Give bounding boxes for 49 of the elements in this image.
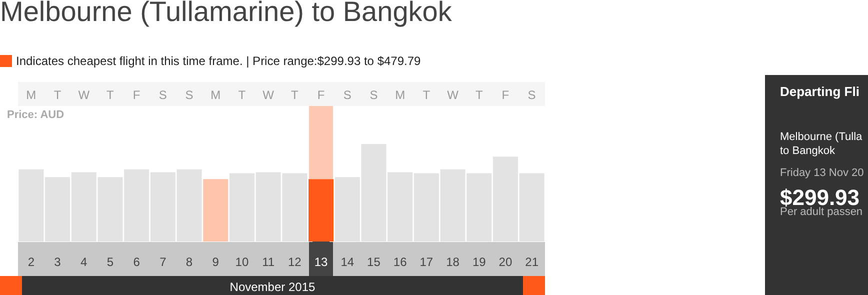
text: November 2015 [230, 280, 316, 294]
x-tick-label: 18 [446, 255, 460, 270]
y-axis-title: Price: AUD [7, 109, 64, 121]
x-tick-label: 14 [340, 255, 354, 270]
x-tick-label: 16 [393, 255, 408, 270]
text: S [528, 88, 536, 102]
text: S [185, 88, 194, 102]
text: T [54, 88, 62, 102]
text: F [502, 88, 510, 102]
x-tick-label: 4 [80, 255, 88, 270]
text: S [343, 88, 352, 102]
text: S [370, 88, 378, 102]
text: F [132, 88, 140, 102]
x-tick-label: 2 [28, 255, 35, 270]
text: T [291, 88, 298, 102]
x-tick-label: 8 [186, 255, 193, 270]
bar [203, 179, 228, 242]
text: T [238, 88, 246, 102]
text: Departing Fli [780, 84, 860, 99]
text: W [262, 88, 274, 102]
x-tick-label: 21 [525, 255, 539, 270]
x-tick-label: 20 [498, 255, 512, 270]
x-tick-label: 6 [133, 255, 140, 270]
text: W [78, 88, 90, 102]
text: T [106, 88, 114, 102]
legend-label: Indicates cheapest flight in this time frame. | Price range:$299.93 to $479.79 [16, 54, 421, 68]
text: W [447, 88, 458, 102]
x-tick-label: 12 [288, 255, 302, 270]
text: M [26, 88, 36, 102]
text: Melbourne (Tulla [780, 131, 862, 143]
text: to Bangkok [780, 145, 836, 157]
text: T [422, 88, 430, 102]
text: T [475, 88, 483, 102]
text: Friday 13 Nov 20 [780, 167, 864, 179]
x-tick-label: 19 [472, 255, 486, 270]
x-tick-label: 10 [235, 255, 249, 270]
text: M [210, 88, 221, 102]
x-tick-label: 3 [54, 255, 62, 270]
x-tick-label: 9 [212, 255, 220, 270]
x-tick-label: 17 [420, 255, 434, 270]
chart-title: Melbourne (Tullamarine) to Bangkok [0, 0, 452, 28]
text: F [317, 88, 325, 102]
x-tick-label: 13 [314, 255, 328, 270]
text: S [158, 88, 167, 102]
x-tick-label: 11 [262, 255, 275, 270]
x-tick-label: 7 [160, 255, 167, 270]
x-tick-label: 5 [106, 255, 114, 270]
text: M [395, 88, 406, 102]
x-tick-label: 15 [367, 255, 381, 270]
